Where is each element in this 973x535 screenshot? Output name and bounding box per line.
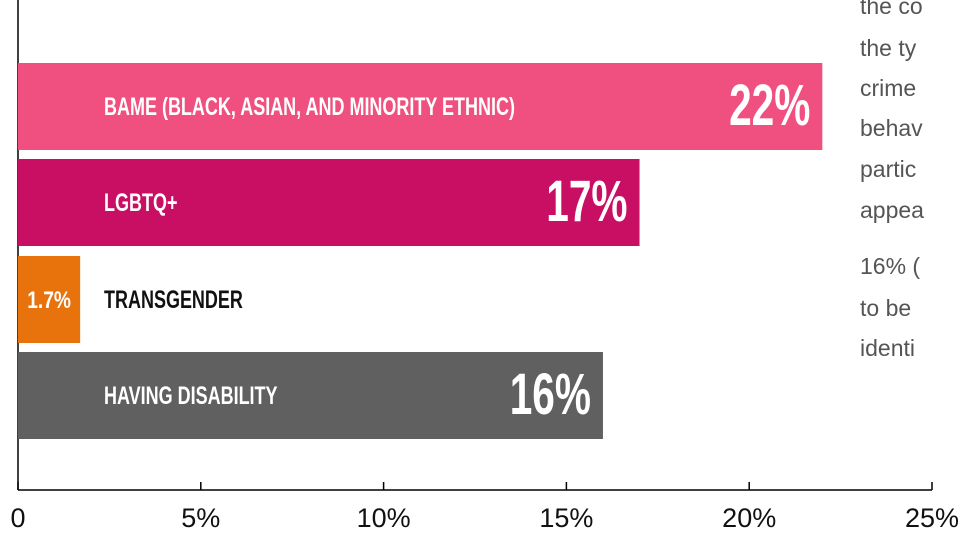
side-text: identi bbox=[860, 335, 915, 361]
side-text: appea bbox=[860, 197, 924, 223]
x-tick-label: 10% bbox=[357, 503, 411, 533]
bar bbox=[18, 63, 823, 150]
bar bbox=[18, 159, 640, 246]
side-text: to be bbox=[860, 295, 911, 321]
side-text: 16% ( bbox=[860, 253, 920, 279]
bar bbox=[18, 256, 81, 343]
x-tick-label: 25% bbox=[905, 503, 959, 533]
side-text: the co bbox=[860, 0, 923, 19]
category-label: BAME (BLACK, ASIAN, AND MINORITY ETHNIC) bbox=[104, 92, 515, 121]
category-label: TRANSGENDER bbox=[104, 285, 243, 314]
x-tick-label: 15% bbox=[539, 503, 593, 533]
category-label: LGBTQ+ bbox=[104, 188, 177, 217]
value-label: 1.7% bbox=[27, 286, 71, 314]
x-tick-label: 20% bbox=[722, 503, 776, 533]
bar bbox=[18, 352, 603, 439]
value-label: 22% bbox=[729, 73, 810, 138]
side-text: partic bbox=[860, 156, 916, 182]
value-label: 17% bbox=[546, 169, 627, 234]
value-label: 16% bbox=[510, 362, 591, 427]
side-text: the ty bbox=[860, 35, 917, 61]
x-tick-label: 5% bbox=[181, 503, 220, 533]
side-text: behav bbox=[860, 115, 923, 141]
x-tick-label: 0 bbox=[10, 503, 25, 533]
side-text: crime bbox=[860, 75, 916, 101]
category-label: HAVING DISABILITY bbox=[104, 381, 278, 410]
